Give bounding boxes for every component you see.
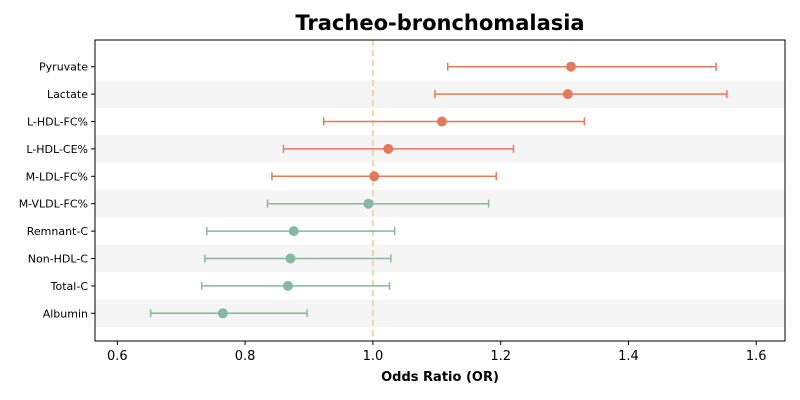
y-tick-label: Total-C — [50, 280, 89, 293]
x-axis-label: Odds Ratio (OR) — [381, 370, 499, 385]
row-m-ldl-fc — [271, 171, 497, 182]
row-stripe — [95, 244, 785, 273]
or-point — [565, 61, 576, 72]
or-point — [436, 116, 447, 127]
row-lactate — [434, 89, 728, 100]
row-non-hdl-c — [204, 253, 392, 264]
y-tick-label: L-HDL-CE% — [26, 143, 88, 156]
or-point — [369, 171, 380, 182]
or-point — [562, 89, 573, 100]
or-point — [282, 280, 293, 291]
x-tick-label: 1.2 — [490, 349, 511, 364]
or-point — [285, 253, 296, 264]
data-marks — [149, 61, 728, 319]
x-tick-label: 0.8 — [235, 349, 256, 364]
chart-title: Tracheo-bronchomalasia — [295, 11, 584, 35]
y-tick-label: Pyruvate — [39, 61, 88, 74]
x-tick-label: 1.4 — [618, 349, 639, 364]
or-point — [217, 308, 228, 319]
row-remnant-c — [206, 226, 396, 237]
y-tick-label: M-LDL-FC% — [26, 170, 88, 183]
y-tick-label: M-VLDL-FC% — [19, 198, 88, 211]
row-l-hdl-ce — [282, 143, 515, 154]
or-point — [383, 143, 394, 154]
x-tick-label: 1.6 — [746, 349, 767, 364]
plot-frame — [94, 39, 786, 342]
y-axis-labels: Pyruvate Lactate L-HDL-FC% L-HDL-CE% M-LDL-F… — [19, 61, 95, 320]
y-tick-label: Remnant-C — [27, 225, 89, 238]
x-tick-label: 1.0 — [363, 349, 384, 364]
row-pyruvate — [446, 61, 717, 72]
x-axis: 0.6 0.8 1.0 1.2 1.4 1.6 — [107, 341, 767, 364]
row-m-vldl-fc — [266, 198, 490, 209]
row-total-c — [200, 280, 391, 291]
y-tick-label: Non-HDL-C — [28, 253, 89, 266]
x-tick-label: 0.6 — [107, 349, 128, 364]
y-tick-label: Albumin — [43, 307, 88, 320]
y-tick-label: L-HDL-FC% — [27, 116, 88, 129]
row-l-hdl-fc — [322, 116, 586, 127]
or-point — [288, 226, 299, 237]
y-tick-label: Lactate — [47, 88, 88, 101]
or-point — [363, 198, 374, 209]
row-albumin — [149, 308, 308, 319]
